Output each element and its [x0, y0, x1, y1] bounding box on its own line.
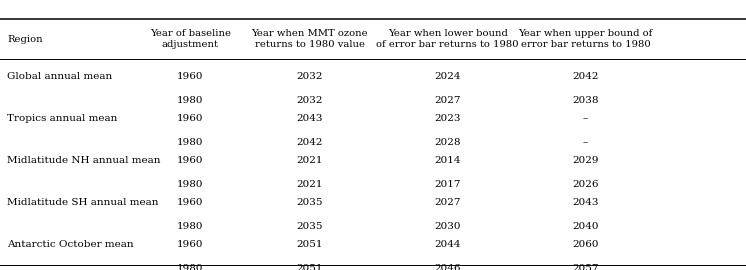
- Text: 2043: 2043: [296, 114, 323, 123]
- Text: 2046: 2046: [434, 264, 461, 270]
- Text: 2032: 2032: [296, 72, 323, 82]
- Text: Year when MMT ozone
returns to 1980 value: Year when MMT ozone returns to 1980 valu…: [251, 29, 368, 49]
- Text: 1980: 1980: [177, 264, 204, 270]
- Text: 2042: 2042: [572, 72, 599, 82]
- Text: 2044: 2044: [434, 240, 461, 249]
- Text: 2032: 2032: [296, 96, 323, 105]
- Text: 2060: 2060: [572, 240, 599, 249]
- Text: 2043: 2043: [572, 198, 599, 207]
- Text: 1960: 1960: [177, 156, 204, 165]
- Text: 2026: 2026: [572, 180, 599, 189]
- Text: 1980: 1980: [177, 180, 204, 189]
- Text: 2051: 2051: [296, 240, 323, 249]
- Text: Midlatitude SH annual mean: Midlatitude SH annual mean: [7, 198, 159, 207]
- Text: 1980: 1980: [177, 96, 204, 105]
- Text: 2023: 2023: [434, 114, 461, 123]
- Text: 2040: 2040: [572, 222, 599, 231]
- Text: 2057: 2057: [572, 264, 599, 270]
- Text: 2017: 2017: [434, 180, 461, 189]
- Text: Global annual mean: Global annual mean: [7, 72, 113, 82]
- Text: 1960: 1960: [177, 240, 204, 249]
- Text: 1960: 1960: [177, 72, 204, 82]
- Text: 2042: 2042: [296, 138, 323, 147]
- Text: 2035: 2035: [296, 222, 323, 231]
- Text: 1980: 1980: [177, 138, 204, 147]
- Text: Year when lower bound
of error bar returns to 1980: Year when lower bound of error bar retur…: [376, 29, 519, 49]
- Text: 2035: 2035: [296, 198, 323, 207]
- Text: 2030: 2030: [434, 222, 461, 231]
- Text: Year when upper bound of
error bar returns to 1980: Year when upper bound of error bar retur…: [518, 29, 653, 49]
- Text: 1980: 1980: [177, 222, 204, 231]
- Text: Antarctic October mean: Antarctic October mean: [7, 240, 134, 249]
- Text: Midlatitude NH annual mean: Midlatitude NH annual mean: [7, 156, 161, 165]
- Text: Region: Region: [7, 35, 43, 44]
- Text: Tropics annual mean: Tropics annual mean: [7, 114, 118, 123]
- Text: 2051: 2051: [296, 264, 323, 270]
- Text: 2027: 2027: [434, 96, 461, 105]
- Text: 2029: 2029: [572, 156, 599, 165]
- Text: 2027: 2027: [434, 198, 461, 207]
- Text: 2021: 2021: [296, 180, 323, 189]
- Text: 2021: 2021: [296, 156, 323, 165]
- Text: Year of baseline
adjustment: Year of baseline adjustment: [150, 29, 231, 49]
- Text: –: –: [583, 138, 589, 147]
- Text: –: –: [583, 114, 589, 123]
- Text: 2014: 2014: [434, 156, 461, 165]
- Text: 1960: 1960: [177, 114, 204, 123]
- Text: 2038: 2038: [572, 96, 599, 105]
- Text: 2028: 2028: [434, 138, 461, 147]
- Text: 2024: 2024: [434, 72, 461, 82]
- Text: 1960: 1960: [177, 198, 204, 207]
